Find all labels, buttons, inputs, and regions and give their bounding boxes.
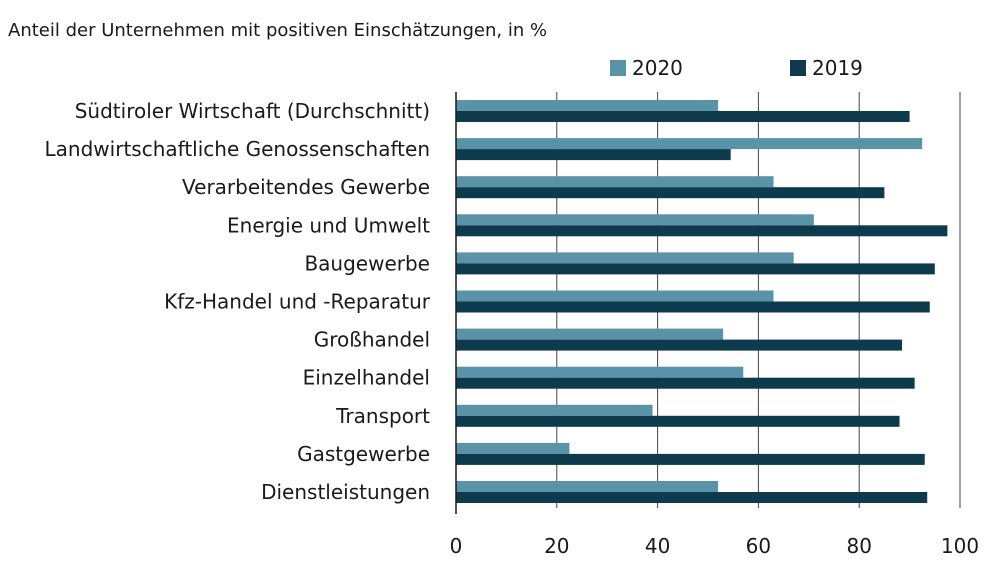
x-tick-label: 60 xyxy=(746,534,771,558)
bar-2020 xyxy=(456,290,774,302)
x-tick-label: 20 xyxy=(544,534,569,558)
category-label: Gastgewerbe xyxy=(297,442,430,466)
bar-2019 xyxy=(456,339,903,351)
category-label: Transport xyxy=(335,404,430,428)
category-label: Kfz-Handel und -Reparatur xyxy=(164,290,431,314)
legend-swatch-2020 xyxy=(610,60,626,76)
x-tick-label: 40 xyxy=(645,534,670,558)
category-label: Einzelhandel xyxy=(303,366,430,390)
bar-2019 xyxy=(456,415,900,427)
bar-2019 xyxy=(456,225,948,237)
legend-label-2019: 2019 xyxy=(812,56,863,80)
bar-2019 xyxy=(456,377,915,389)
bar-2020 xyxy=(456,404,653,416)
category-label: Energie und Umwelt xyxy=(227,213,430,237)
bar-2019 xyxy=(456,301,930,313)
bar-2020 xyxy=(456,252,794,264)
x-tick-label: 100 xyxy=(941,534,979,558)
bar-2020 xyxy=(456,214,814,226)
legend-label-2020: 2020 xyxy=(632,56,683,80)
legend-swatch-2019 xyxy=(790,60,806,76)
category-label: Südtiroler Wirtschaft (Durchschnitt) xyxy=(75,99,430,123)
x-tick-label: 0 xyxy=(450,534,463,558)
bar-2020 xyxy=(456,328,724,340)
category-label: Verarbeitendes Gewerbe xyxy=(182,175,430,199)
bar-2020 xyxy=(456,442,570,454)
bar-2019 xyxy=(456,149,731,161)
bar-2020 xyxy=(456,176,774,188)
category-label: Großhandel xyxy=(314,328,430,352)
bar-2020 xyxy=(456,481,719,492)
bar-2019 xyxy=(456,492,928,503)
chart-subtitle: Anteil der Unternehmen mit positiven Ein… xyxy=(8,20,548,41)
category-label: Landwirtschaftliche Genossenschaften xyxy=(45,137,430,161)
category-label: Dienstleistungen xyxy=(261,480,430,504)
x-tick-label: 80 xyxy=(846,534,871,558)
bar-2020 xyxy=(456,138,923,150)
bar-2019 xyxy=(456,263,935,275)
bar-2019 xyxy=(456,453,925,465)
bar-2020 xyxy=(456,100,719,111)
bar-2019 xyxy=(456,187,885,199)
bar-2020 xyxy=(456,366,744,378)
category-label: Baugewerbe xyxy=(304,251,430,275)
bar-2019 xyxy=(456,111,910,122)
